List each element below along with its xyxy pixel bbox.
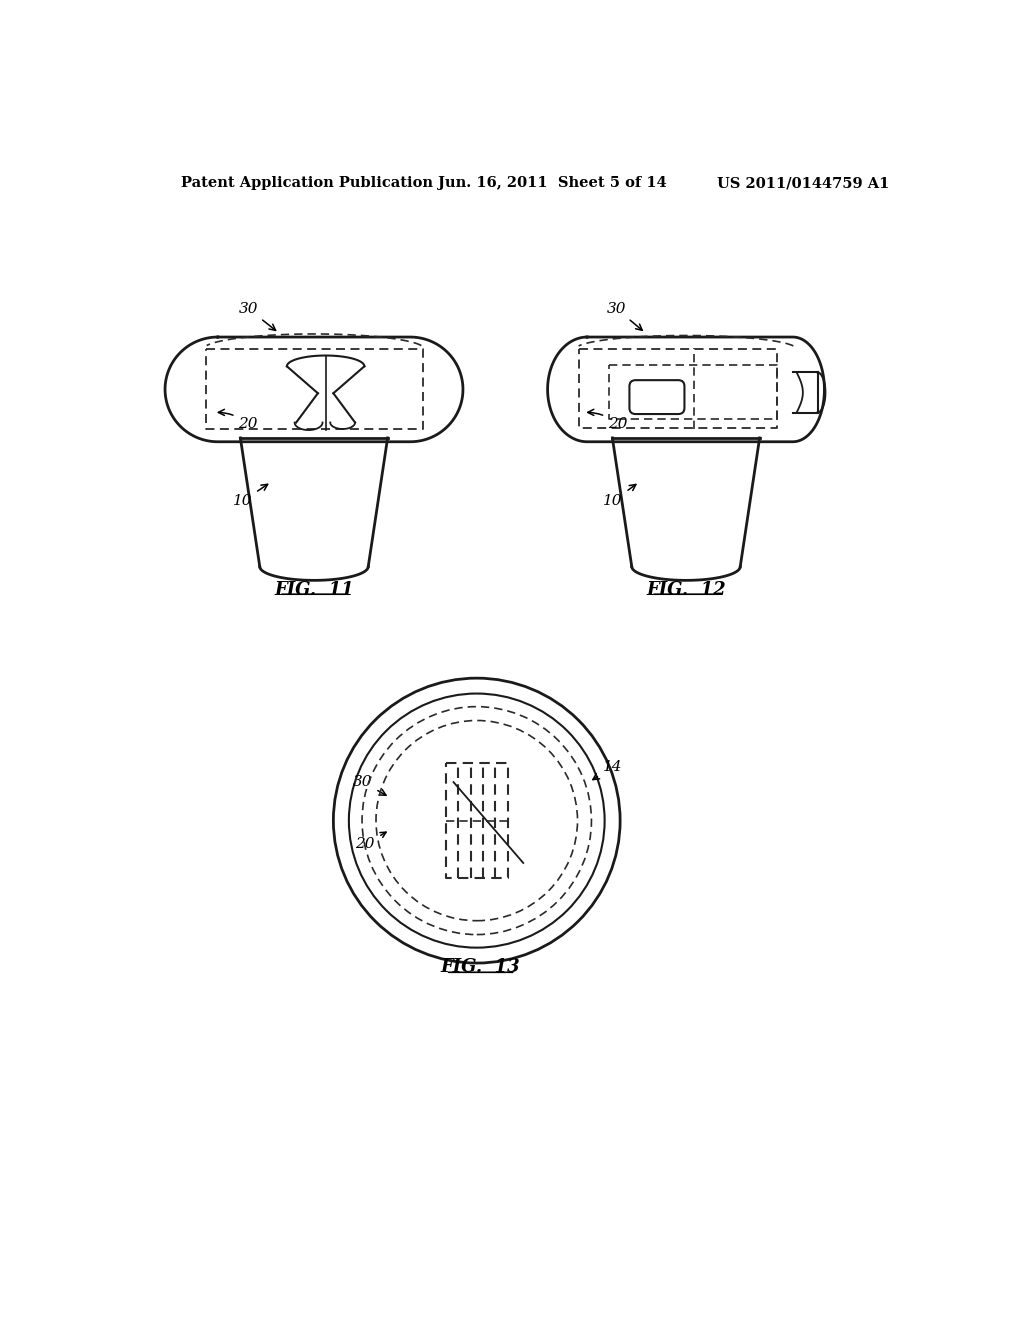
Text: 20: 20 bbox=[354, 837, 374, 850]
Text: FIG.  11: FIG. 11 bbox=[274, 581, 354, 598]
Text: 30: 30 bbox=[239, 301, 275, 330]
Text: 30: 30 bbox=[353, 775, 386, 795]
Text: 20: 20 bbox=[218, 409, 258, 432]
Text: Jun. 16, 2011  Sheet 5 of 14: Jun. 16, 2011 Sheet 5 of 14 bbox=[438, 176, 667, 190]
Circle shape bbox=[334, 678, 621, 964]
Circle shape bbox=[349, 693, 604, 948]
Text: 10: 10 bbox=[232, 484, 267, 508]
Text: Patent Application Publication: Patent Application Publication bbox=[180, 176, 433, 190]
Text: US 2011/0144759 A1: US 2011/0144759 A1 bbox=[717, 176, 890, 190]
Text: FIG.  12: FIG. 12 bbox=[646, 581, 726, 598]
Text: 30: 30 bbox=[606, 301, 642, 330]
Text: 10: 10 bbox=[603, 484, 636, 508]
Text: FIG.  13: FIG. 13 bbox=[440, 958, 520, 975]
Text: 20: 20 bbox=[588, 409, 628, 432]
Text: 14: 14 bbox=[593, 760, 623, 780]
FancyBboxPatch shape bbox=[630, 380, 684, 414]
